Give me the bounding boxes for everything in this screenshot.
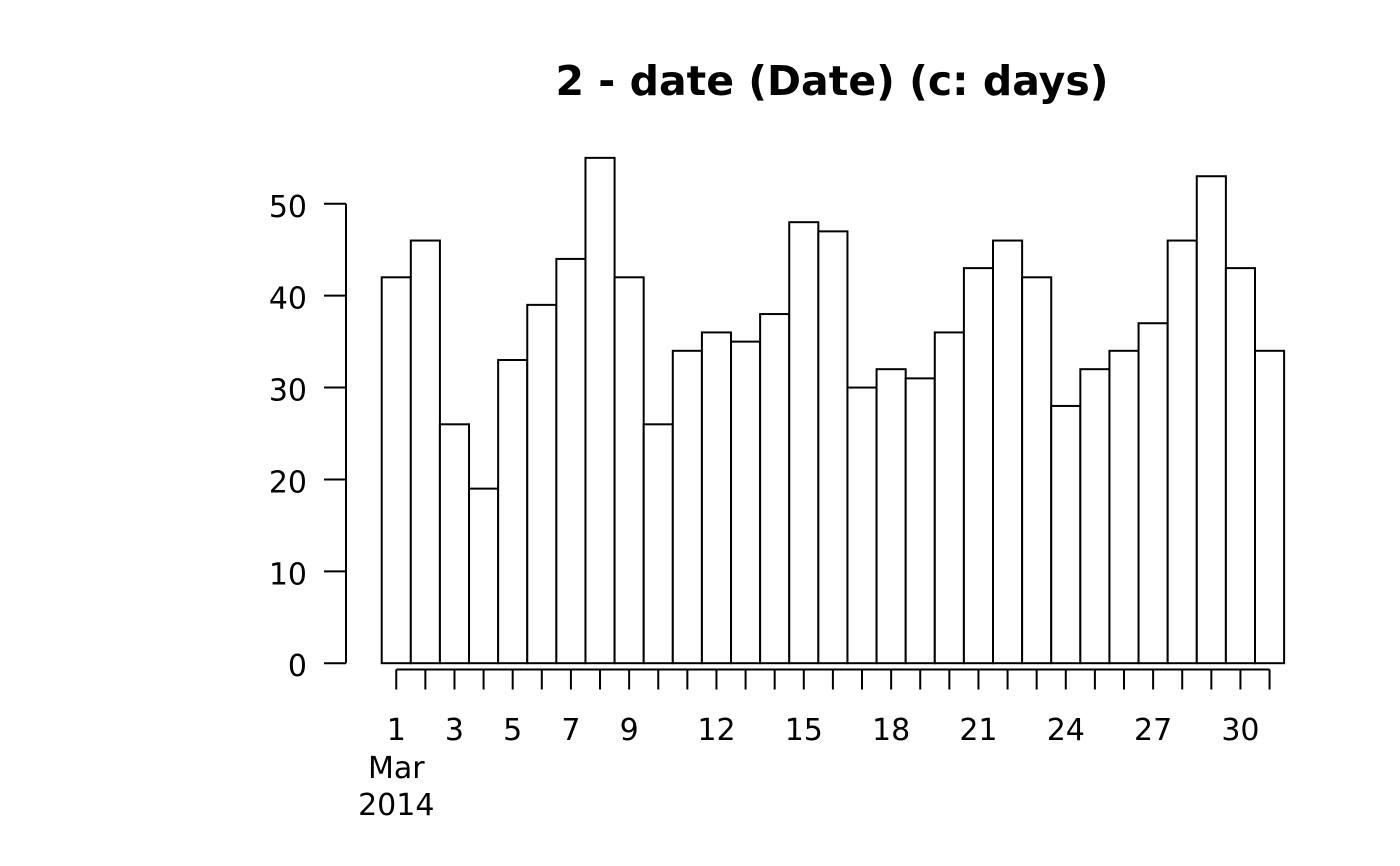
histogram-bar-day-22 bbox=[992, 239, 1024, 665]
x-tick-label-1: 1 bbox=[387, 713, 406, 748]
histogram-bar-day-18 bbox=[875, 368, 907, 665]
x-tick-label-24: 24 bbox=[1047, 713, 1085, 748]
histogram-bar-day-12 bbox=[700, 331, 733, 665]
x-tick-label-15: 15 bbox=[785, 713, 823, 748]
x-tick-label-5: 5 bbox=[503, 713, 522, 748]
histogram-bar-day-27 bbox=[1137, 322, 1169, 665]
histogram-bar-day-19 bbox=[904, 377, 936, 665]
x-tick-label-9: 9 bbox=[620, 713, 639, 748]
x-tick-label-27: 27 bbox=[1134, 713, 1172, 748]
y-tick-label-30: 30 bbox=[269, 374, 307, 409]
histogram-bar-day-8 bbox=[584, 156, 616, 665]
histogram-bar-day-20 bbox=[933, 331, 965, 665]
histogram-bar-day-24 bbox=[1050, 404, 1082, 665]
x-axis-year-label: 2014 bbox=[358, 788, 434, 823]
histogram-bar-day-28 bbox=[1166, 239, 1198, 665]
histogram-bar-day-10 bbox=[642, 423, 674, 665]
histogram-bar-day-26 bbox=[1108, 349, 1140, 665]
y-tick-label-0: 0 bbox=[288, 649, 307, 684]
histogram-bar-day-1 bbox=[380, 276, 412, 665]
histogram-bar-day-30 bbox=[1224, 267, 1257, 665]
y-tick-label-10: 10 bbox=[269, 557, 307, 592]
y-tick-label-40: 40 bbox=[269, 282, 307, 317]
x-tick-label-18: 18 bbox=[872, 713, 910, 748]
histogram-bar-day-21 bbox=[962, 267, 995, 665]
x-tick-label-30: 30 bbox=[1221, 713, 1259, 748]
histogram-bar-day-25 bbox=[1079, 368, 1111, 665]
histogram-bar-day-2 bbox=[409, 239, 441, 665]
histogram-bar-day-31 bbox=[1254, 349, 1286, 665]
histogram-bar-day-17 bbox=[846, 386, 878, 665]
y-tick-label-50: 50 bbox=[269, 190, 307, 225]
x-tick-label-21: 21 bbox=[959, 713, 997, 748]
histogram-bar-day-29 bbox=[1195, 175, 1227, 665]
y-tick-label-20: 20 bbox=[269, 465, 307, 500]
x-axis-month-label: Mar bbox=[368, 751, 425, 786]
histogram-bar-day-11 bbox=[671, 349, 703, 665]
histogram-bar-day-14 bbox=[759, 313, 791, 665]
histogram-bar-day-6 bbox=[526, 303, 558, 665]
x-tick-label-3: 3 bbox=[445, 713, 464, 748]
histogram-bar-day-15 bbox=[788, 221, 820, 665]
histogram-bar-day-5 bbox=[497, 359, 529, 665]
histogram-bar-day-16 bbox=[817, 230, 849, 665]
histogram-bar-day-13 bbox=[730, 340, 762, 665]
x-tick-label-7: 7 bbox=[561, 713, 580, 748]
histogram-bar-day-7 bbox=[555, 257, 587, 665]
chart-title: 2 - date (Date) (c: days) bbox=[556, 57, 1109, 105]
x-tick-label-12: 12 bbox=[697, 713, 735, 748]
histogram-bar-day-3 bbox=[438, 423, 471, 665]
histogram-bar-day-23 bbox=[1021, 276, 1053, 665]
histogram-bar-day-9 bbox=[613, 276, 645, 665]
histogram-bar-day-4 bbox=[468, 487, 500, 665]
